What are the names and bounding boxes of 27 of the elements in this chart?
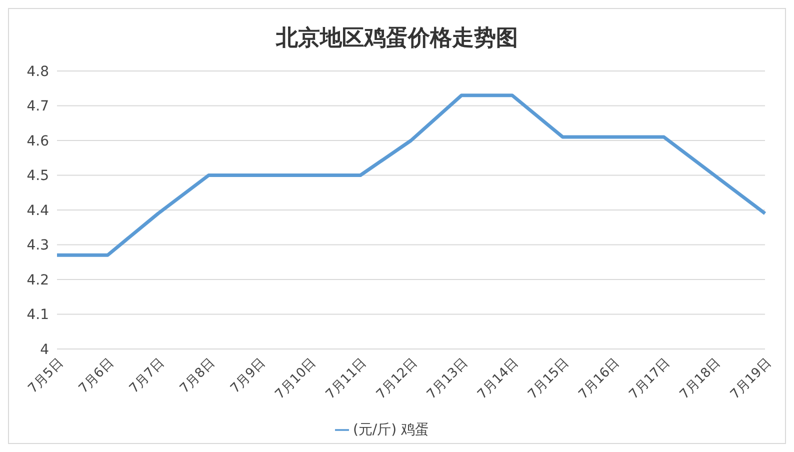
x-tick-label: 7月9日 [228, 356, 269, 396]
x-tick-label: 7月17日 [626, 356, 674, 402]
y-tick-label: 4 [40, 342, 50, 358]
x-tick-label: 7月19日 [728, 356, 774, 402]
y-tick-label: 4.8 [26, 64, 49, 80]
y-tick-label: 4.6 [26, 133, 50, 150]
y-tick-label: 4.1 [26, 307, 49, 324]
x-tick-label: 7月16日 [576, 356, 623, 402]
x-tick-label: 7月8日 [177, 356, 218, 396]
x-tick-label: 7月15日 [526, 356, 572, 402]
x-tick-label: 7月11日 [323, 356, 370, 402]
x-tick-label: 7月12日 [374, 356, 420, 402]
y-tick-label: 4.3 [26, 238, 49, 254]
line-series [55, 94, 767, 257]
x-tick-label: 7月10日 [272, 356, 320, 402]
x-tick-label: 7月7日 [126, 356, 168, 396]
chart-title: 北京地区鸡蛋价格走势图 [274, 25, 519, 53]
x-tick-label: 7月5日 [26, 356, 66, 396]
x-tick-label: 7月6日 [76, 356, 117, 396]
y-tick-label: 4.5 [26, 168, 49, 184]
legend-label: (元/斤) 鸡蛋 [352, 422, 430, 438]
y-tick-label: 4.2 [26, 272, 49, 288]
x-tick-label: 7月14日 [474, 356, 522, 402]
x-tick-label: 7月18日 [677, 356, 724, 402]
y-tick-label: 4.4 [26, 202, 50, 219]
x-tick-label: 7月13日 [424, 356, 471, 402]
y-tick-label: 4.7 [26, 98, 49, 115]
